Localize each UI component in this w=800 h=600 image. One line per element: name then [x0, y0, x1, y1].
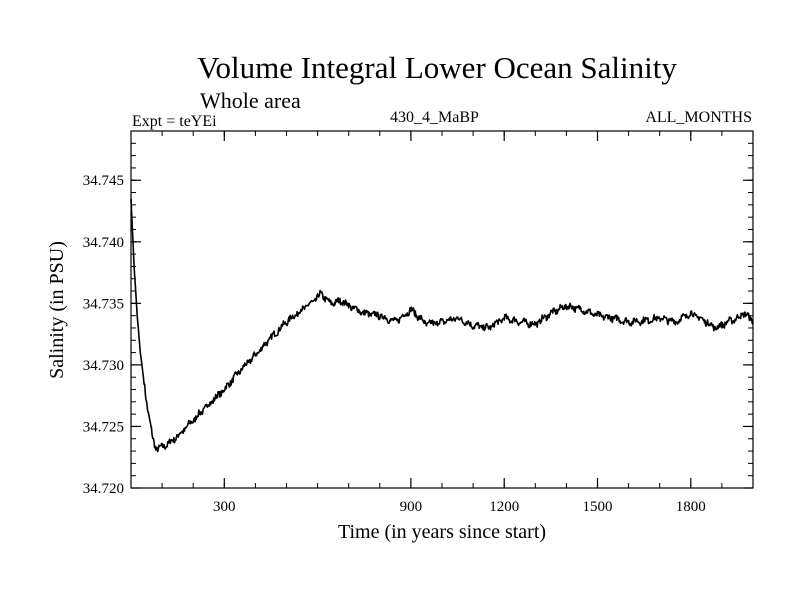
y-tick-label: 34.730 — [83, 358, 124, 374]
minor-ticks — [131, 131, 753, 488]
x-axis-label: Time (in years since start) — [338, 521, 546, 543]
y-axis-label: Salinity (in PSU) — [46, 241, 68, 379]
y-tick-label: 34.735 — [83, 296, 124, 312]
experiment-label: Expt = teYEi — [132, 113, 217, 130]
months-label: ALL_MONTHS — [645, 109, 752, 126]
plot-frame — [130, 130, 754, 489]
series-line-salinity — [130, 198, 754, 453]
tick-labels: 300 900 1200 1500 1800 34.720 34.725 34.730 34.7… — [83, 173, 706, 515]
x-tick-label: 1800 — [676, 499, 706, 515]
x-tick-label: 1500 — [583, 499, 613, 515]
chart-subtitle: Whole area — [200, 88, 301, 113]
y-tick-label: 34.745 — [83, 173, 124, 189]
y-tick-label: 34.720 — [83, 481, 124, 497]
chart-title: Volume Integral Lower Ocean Salinity — [197, 50, 677, 85]
x-tick-label: 1200 — [489, 499, 519, 515]
y-tick-label: 34.740 — [83, 235, 124, 251]
major-ticks — [131, 131, 753, 489]
x-tick-label: 300 — [213, 499, 236, 515]
x-tick-label: 900 — [400, 499, 423, 515]
run-id-label: 430_4_MaBP — [390, 109, 479, 126]
y-tick-label: 34.725 — [83, 419, 124, 435]
